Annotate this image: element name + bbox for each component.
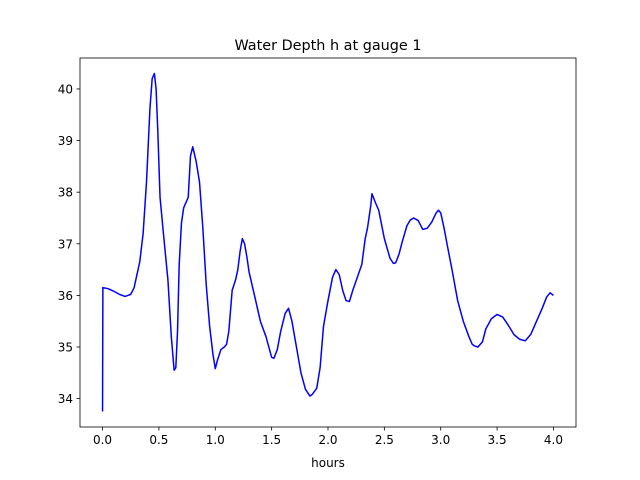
- x-tick-label: 1.0: [206, 433, 225, 447]
- x-axis-label: hours: [311, 456, 345, 470]
- y-tick-label: 40: [58, 82, 73, 96]
- y-tick-label: 39: [58, 134, 73, 148]
- x-tick-label: 0.5: [149, 433, 168, 447]
- y-tick-label: 36: [58, 289, 73, 303]
- x-tick-label: 3.0: [431, 433, 450, 447]
- x-tick-label: 0.0: [93, 433, 112, 447]
- x-tick-label: 1.5: [262, 433, 281, 447]
- plot-area: 0.0 0.5 1.0 1.5 2.0 2.5 3.0 3.5 4.0 34 35 36 37 38 39 4…: [58, 57, 577, 447]
- x-tick-label: 2.5: [375, 433, 394, 447]
- chart-title: Water Depth h at gauge 1: [234, 38, 421, 54]
- y-tick-label: 35: [58, 341, 73, 355]
- series-line-0: [101, 72, 554, 412]
- y-tick-label: 34: [58, 392, 73, 406]
- y-tick-label: 37: [58, 237, 73, 251]
- x-tick-label: 4.0: [544, 433, 563, 447]
- x-tick-label: 2.0: [318, 433, 337, 447]
- y-tick-label: 38: [58, 186, 73, 200]
- x-tick-label: 3.5: [488, 433, 507, 447]
